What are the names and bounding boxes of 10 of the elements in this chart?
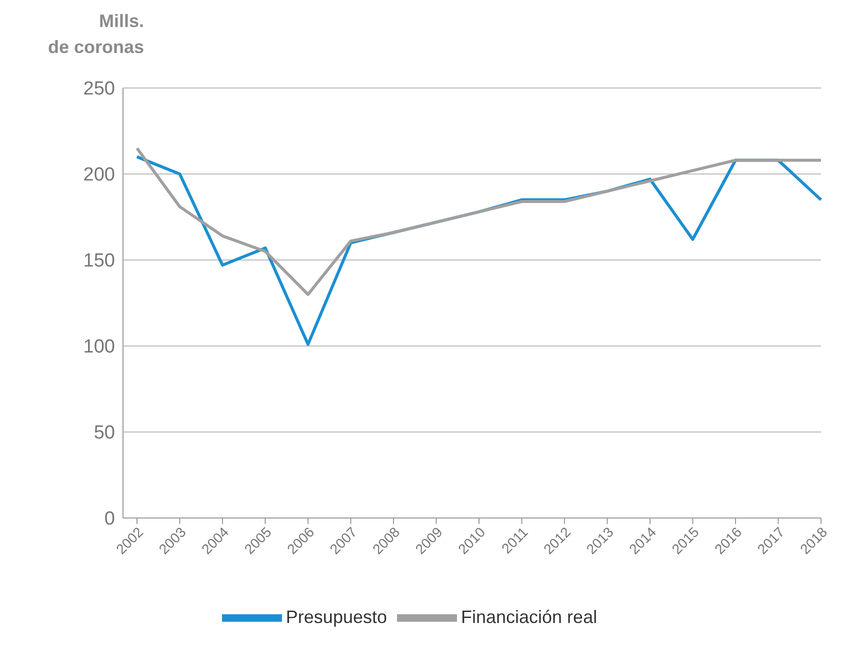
y-tick-label: 250 <box>83 78 115 100</box>
legend-label: Presupuesto <box>286 606 387 627</box>
y-axis-title: Mills. de coronas <box>46 10 144 59</box>
y-tick-label: 0 <box>104 508 115 530</box>
y-tick-label: 150 <box>83 250 115 272</box>
legend-label: Financiación real <box>461 606 598 627</box>
y-tick-label: 50 <box>94 422 115 444</box>
y-tick-label: 200 <box>83 164 115 186</box>
line-series <box>136 146 822 296</box>
y-tick-label: 100 <box>83 336 115 358</box>
